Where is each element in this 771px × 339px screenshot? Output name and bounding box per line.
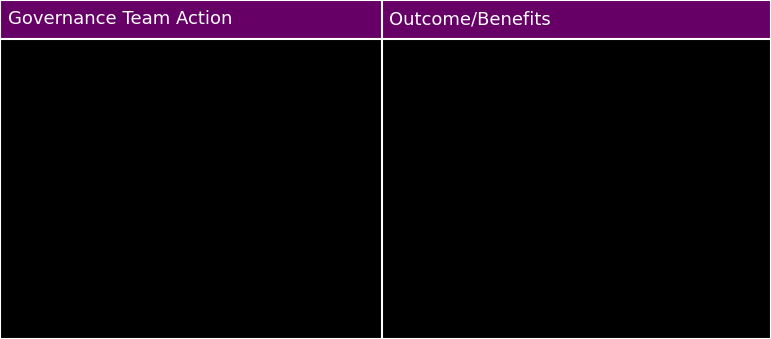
Bar — [382, 0, 771, 39]
Bar — [0, 0, 382, 39]
Text: Governance Team Action: Governance Team Action — [8, 11, 232, 28]
Text: Outcome/Benefits: Outcome/Benefits — [389, 11, 551, 28]
